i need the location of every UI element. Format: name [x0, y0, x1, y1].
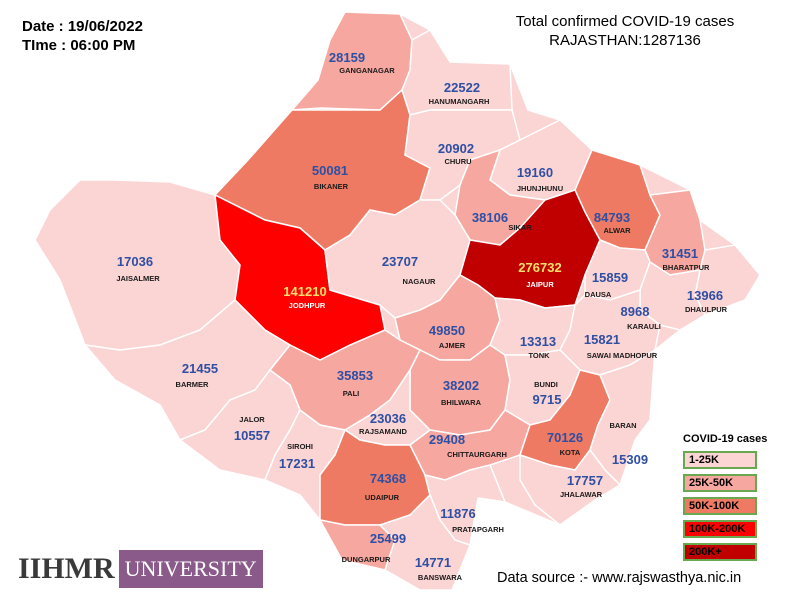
value-dausa: 15859	[592, 270, 628, 285]
value-jhunjhunu: 19160	[517, 165, 553, 180]
name-baran: BARAN	[609, 421, 636, 430]
value-dhaulpur: 13966	[687, 288, 723, 303]
legend-swatch-4: 100K-200K	[683, 520, 757, 538]
value-pali: 35853	[337, 368, 373, 383]
name-sawai-madhopur: SAWAI MADHOPUR	[587, 351, 658, 360]
name-jhalawar: JHALAWAR	[560, 490, 603, 499]
name-hanumangarh: HANUMANGARH	[429, 97, 490, 106]
value-dungarpur: 25499	[370, 531, 406, 546]
data-source: Data source :- www.rajswasthya.nic.in	[497, 570, 742, 586]
name-bundi: BUNDI	[534, 380, 558, 389]
name-sikar: SIKAR	[508, 223, 532, 232]
name-sirohi: SIROHI	[287, 442, 313, 451]
value-nagaur: 23707	[382, 254, 418, 269]
value-ajmer: 49850	[429, 323, 465, 338]
value-barmer: 21455	[182, 361, 218, 376]
legend-item: 1-25K	[683, 451, 798, 469]
logo-mark: IIHMR	[18, 552, 115, 585]
legend: COVID-19 cases 1-25K 25K-50K 50K-100K 10…	[683, 433, 798, 566]
value-sirohi: 17231	[279, 456, 315, 471]
legend-swatch-1: 1-25K	[683, 451, 757, 469]
name-jaipur: JAIPUR	[526, 280, 554, 289]
name-barmer: BARMER	[176, 380, 209, 389]
value-tonk: 13313	[520, 334, 556, 349]
value-hanumangarh: 22522	[444, 80, 480, 95]
value-baran: 15309	[612, 452, 648, 467]
value-jaipur: 276732	[518, 260, 561, 275]
name-pratapgarh: PRATAPGARH	[452, 525, 504, 534]
value-sawai-madhopur: 15821	[584, 332, 620, 347]
value-banswara: 14771	[415, 555, 451, 570]
value-kota: 70126	[547, 430, 583, 445]
name-alwar: ALWAR	[603, 226, 631, 235]
district-jhalawar[interactable]	[519, 448, 622, 526]
legend-item: 200K+	[683, 543, 798, 561]
name-jhunjhunu: JHUNJHUNU	[517, 184, 563, 193]
value-jaisalmer: 17036	[117, 254, 153, 269]
legend-swatch-5: 200K+	[683, 543, 757, 561]
name-churu: CHURU	[444, 157, 471, 166]
title-line-2: RAJASTHAN:1287136	[549, 32, 701, 49]
name-rajsamand: RAJSAMAND	[359, 427, 408, 436]
value-karauli: 8968	[621, 304, 650, 319]
legend-item: 50K-100K	[683, 497, 798, 515]
name-chittaurgarh: CHITTAURGARH	[447, 450, 507, 459]
logo-university: UNIVERSITY	[118, 550, 263, 588]
name-pali: PALI	[343, 389, 360, 398]
value-bundi: 9715	[533, 392, 562, 407]
value-bikaner: 50081	[312, 163, 348, 178]
district-jalor[interactable]	[178, 368, 301, 481]
name-jodhpur: JODHPUR	[289, 301, 326, 310]
name-ajmer: AJMER	[439, 341, 466, 350]
value-jodhpur: 141210	[283, 284, 326, 299]
name-nagaur: NAGAUR	[403, 277, 436, 286]
value-rajsamand: 23036	[370, 411, 406, 426]
legend-title: COVID-19 cases	[683, 433, 768, 445]
name-ganganagar: GANGANAGAR	[339, 66, 395, 75]
value-bharatpur: 31451	[662, 246, 698, 261]
name-kota: KOTA	[560, 448, 581, 457]
name-jalor: JALOR	[239, 415, 265, 424]
name-jaisalmer: JAISALMER	[116, 274, 160, 283]
name-dungarpur: DUNGARPUR	[342, 555, 391, 564]
name-karauli: KARAULI	[627, 322, 661, 331]
value-churu: 20902	[438, 141, 474, 156]
legend-item: 100K-200K	[683, 520, 798, 538]
name-tonk: TONK	[528, 351, 550, 360]
value-bhilwara: 38202	[443, 378, 479, 393]
value-jhalawar: 17757	[567, 473, 603, 488]
value-alwar: 84793	[594, 210, 630, 225]
value-ganganagar: 28159	[329, 50, 365, 65]
value-chittaurgarh: 29408	[429, 432, 465, 447]
value-jalor: 10557	[234, 428, 270, 443]
value-pratapgarh: 11876	[440, 506, 475, 521]
date-label: Date : 19/06/2022	[22, 18, 143, 35]
map-title: Total confirmed COVID-19 cases RAJASTHAN…	[500, 12, 750, 50]
legend-item: 25K-50K	[683, 474, 798, 492]
value-sikar: 38106	[472, 210, 508, 225]
name-bhilwara: BHILWARA	[441, 398, 482, 407]
district-labels: 28159 GANGANAGAR 22522 HANUMANGARH 50081…	[116, 50, 727, 582]
name-bharatpur: BHARATPUR	[663, 263, 711, 272]
name-dhaulpur: DHAULPUR	[685, 305, 728, 314]
time-label: TIme : 06:00 PM	[22, 37, 136, 54]
legend-swatch-3: 50K-100K	[683, 497, 757, 515]
name-bikaner: BIKANER	[314, 182, 349, 191]
legend-swatch-2: 25K-50K	[683, 474, 757, 492]
value-udaipur: 74368	[370, 471, 406, 486]
name-banswara: BANSWARA	[418, 573, 463, 582]
iihmr-logo: IIHMR UNIVERSITY	[18, 550, 263, 588]
name-udaipur: UDAIPUR	[365, 493, 400, 502]
name-dausa: DAUSA	[585, 290, 612, 299]
district-banswara[interactable]	[378, 493, 471, 591]
title-line-1: Total confirmed COVID-19 cases	[515, 13, 735, 30]
